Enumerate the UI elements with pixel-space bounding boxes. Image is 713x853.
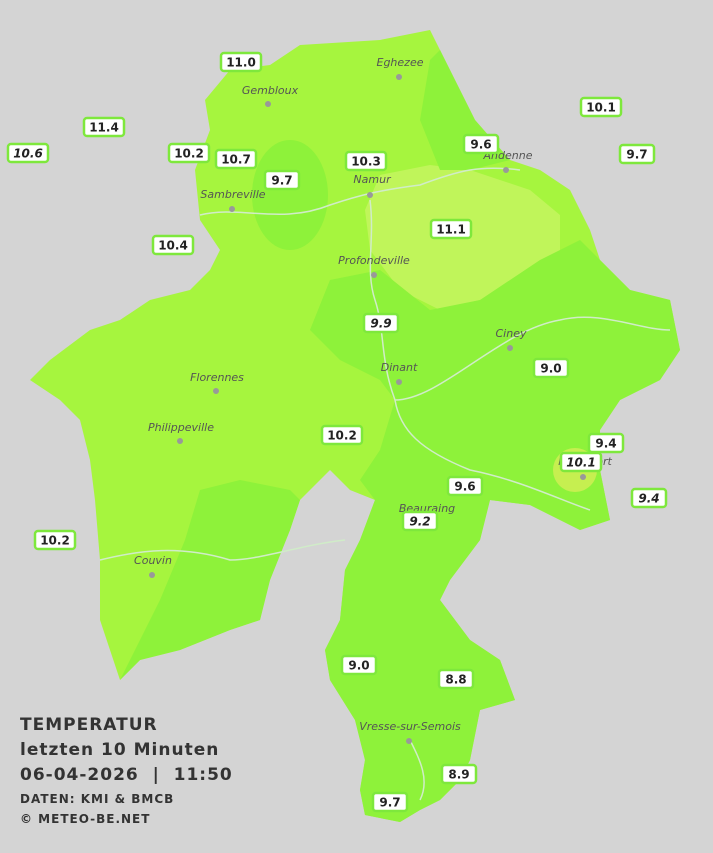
station-value: 9.7 — [271, 174, 292, 188]
station-box — [579, 96, 623, 118]
city-label: Florennes — [190, 371, 244, 384]
station-value: 9.2 — [409, 515, 430, 529]
station-value: 8.8 — [445, 673, 466, 687]
city-label: Eghezee — [377, 56, 424, 69]
station-value: 9.6 — [470, 138, 491, 152]
cool-zone — [120, 480, 300, 680]
station-box — [532, 357, 570, 379]
station-value: 9.7 — [379, 796, 400, 810]
city-label: Namur — [353, 173, 392, 186]
city-label: Dinant — [381, 361, 418, 374]
station-box — [446, 475, 484, 497]
city-dot — [396, 379, 402, 385]
station-value: 11.0 — [226, 56, 256, 70]
copyright: © METEO-BE.NET — [20, 812, 150, 826]
station-box — [214, 148, 258, 170]
station-value: 10.2 — [327, 429, 357, 443]
city-dot — [396, 74, 402, 80]
city-label: Couvin — [134, 554, 172, 567]
station-box — [371, 791, 409, 813]
city-dot — [265, 101, 271, 107]
station-box — [320, 424, 364, 446]
subtitle: letzten 10 Minuten — [20, 740, 219, 760]
station-value: 9.0 — [348, 659, 369, 673]
station-box — [151, 234, 195, 256]
city-label: Gembloux — [242, 84, 299, 97]
station-box — [559, 451, 603, 473]
station-box — [401, 510, 439, 532]
station-value: 10.1 — [586, 101, 616, 115]
city-dot — [177, 438, 183, 444]
station-value: 9.9 — [370, 317, 391, 331]
station-box — [587, 432, 625, 454]
station-box — [340, 654, 378, 676]
station-value: 10.3 — [351, 155, 381, 169]
station-box — [82, 116, 126, 138]
station-value: 9.7 — [626, 148, 647, 162]
city-dot — [507, 345, 513, 351]
station-value: 9.6 — [454, 480, 475, 494]
station-box — [618, 143, 656, 165]
title: TEMPERATUR — [20, 715, 158, 735]
city-dot — [229, 206, 235, 212]
station-value: 8.9 — [448, 768, 469, 782]
station-box — [440, 763, 478, 785]
station-box — [263, 169, 301, 191]
station-value: 10.7 — [221, 153, 251, 167]
city-dot — [371, 272, 377, 278]
station-value: 9.0 — [540, 362, 561, 376]
timestamp: 06-04-2026 | 11:50 — [20, 765, 233, 785]
city-label: Philippeville — [148, 421, 214, 434]
station-box — [33, 529, 77, 551]
cool-zone — [310, 240, 680, 822]
city-label: Vresse-sur-Semois — [359, 720, 461, 733]
station-value: 11.1 — [436, 223, 466, 237]
station-box — [6, 142, 50, 164]
station-box — [219, 51, 263, 73]
station-value: 9.4 — [595, 437, 616, 451]
city-dot — [367, 192, 373, 198]
station-value: 10.4 — [158, 239, 188, 253]
station-value: 10.6 — [13, 147, 43, 161]
station-box — [167, 142, 211, 164]
station-value: 9.4 — [638, 492, 659, 506]
source: DATEN: KMI & BMCB — [20, 792, 174, 806]
city-dot — [580, 474, 586, 480]
city-dot — [213, 388, 219, 394]
city-label: Sambreville — [200, 188, 265, 201]
station-box — [462, 133, 500, 155]
station-value: 11.4 — [89, 121, 119, 135]
cool-zone — [252, 140, 328, 250]
station-value: 10.1 — [566, 456, 596, 470]
city-dot — [503, 167, 509, 173]
station-box — [362, 312, 400, 334]
station-box — [344, 150, 388, 172]
station-box — [630, 487, 668, 509]
station-box — [429, 218, 473, 240]
city-dot — [149, 572, 155, 578]
station-box — [437, 668, 475, 690]
station-value: 10.2 — [174, 147, 204, 161]
city-label: Ciney — [496, 327, 527, 340]
city-dot — [406, 738, 412, 744]
station-value: 10.2 — [40, 534, 70, 548]
city-label: Profondeville — [338, 254, 410, 267]
